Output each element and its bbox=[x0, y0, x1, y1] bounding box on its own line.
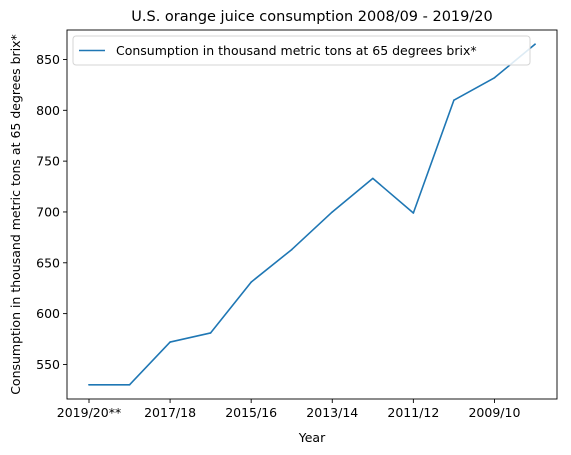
y-tick-label: 650 bbox=[36, 255, 60, 270]
y-tick-label: 750 bbox=[36, 154, 60, 169]
data-point bbox=[494, 77, 496, 79]
x-axis: 2019/20** 2017/18 2015/16 2013/14 2011/12 200… bbox=[57, 399, 521, 420]
x-tick-label: 2019/20** bbox=[57, 405, 121, 420]
y-tick-label: 550 bbox=[36, 357, 60, 372]
data-point bbox=[169, 341, 171, 343]
x-tick-label: 2017/18 bbox=[144, 405, 196, 420]
data-point bbox=[453, 99, 455, 101]
x-tick-label: 2015/16 bbox=[225, 405, 277, 420]
y-tick-label: 850 bbox=[36, 52, 60, 67]
x-tick-label: 2011/12 bbox=[387, 405, 439, 420]
data-point bbox=[534, 43, 536, 45]
y-axis: 550 600 650 700 750 800 850 bbox=[36, 52, 67, 372]
legend: Consumption in thousand metric tons at 6… bbox=[73, 36, 530, 65]
legend-label: Consumption in thousand metric tons at 6… bbox=[116, 43, 477, 58]
y-tick-label: 700 bbox=[36, 204, 60, 219]
data-point bbox=[88, 384, 90, 386]
data-point bbox=[210, 332, 212, 334]
data-point bbox=[291, 249, 293, 251]
x-tick-label: 2009/10 bbox=[468, 405, 520, 420]
x-tick-label: 2013/14 bbox=[306, 405, 358, 420]
data-point bbox=[331, 211, 333, 213]
y-axis-label: Consumption in thousand metric tons at 6… bbox=[8, 34, 23, 395]
data-point bbox=[129, 384, 131, 386]
chart-title: U.S. orange juice consumption 2008/09 - … bbox=[131, 9, 492, 25]
x-axis-label: Year bbox=[298, 430, 326, 445]
data-point bbox=[413, 212, 415, 214]
y-tick-label: 800 bbox=[36, 103, 60, 118]
plot-area bbox=[67, 30, 557, 399]
y-tick-label: 600 bbox=[36, 306, 60, 321]
data-point bbox=[372, 178, 374, 180]
data-point bbox=[250, 281, 252, 283]
